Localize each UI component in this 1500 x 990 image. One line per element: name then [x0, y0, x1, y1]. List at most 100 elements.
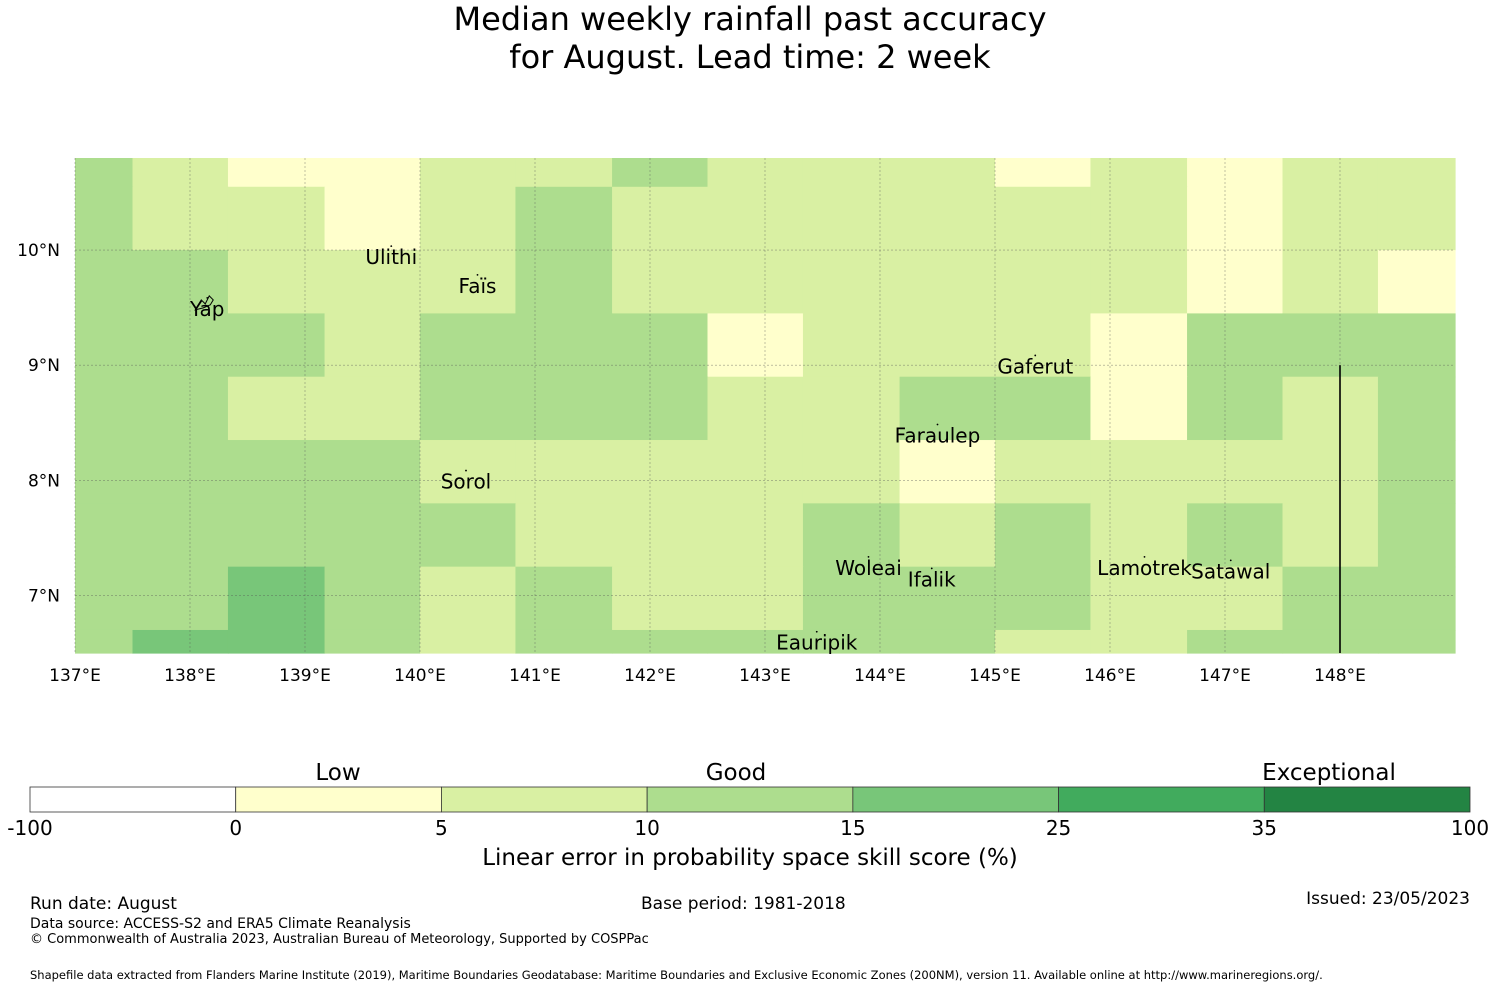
skill-cell	[515, 503, 613, 568]
skill-cell	[515, 440, 613, 504]
skill-cells	[75, 158, 1456, 654]
skill-cell	[420, 566, 517, 631]
skill-cell	[1090, 158, 1188, 188]
skill-cell	[1187, 186, 1284, 251]
colorbar-swatch	[441, 786, 648, 813]
place-label: Lamotrek	[1097, 556, 1192, 580]
island-dot	[930, 567, 933, 570]
skill-cell	[995, 440, 1092, 504]
place-label: Satawal	[1191, 559, 1270, 583]
place-label: Ifalik	[908, 567, 956, 591]
skill-cell	[707, 376, 804, 441]
skill-cell	[324, 186, 421, 251]
skill-cell	[324, 566, 421, 631]
skill-cell	[1187, 503, 1284, 568]
skill-cell	[1282, 566, 1379, 631]
skill-cell	[515, 186, 613, 251]
skill-cell	[75, 376, 134, 441]
skill-cell	[1282, 629, 1379, 654]
skill-cell	[75, 440, 134, 504]
skill-cell	[1377, 158, 1456, 188]
skill-cell	[420, 440, 517, 504]
colorbar-swatch	[852, 786, 1059, 813]
colorbar-tick-label: 100	[1450, 816, 1490, 840]
data-source: Data source: ACCESS-S2 and ERA5 Climate …	[30, 916, 411, 932]
skill-cell	[899, 158, 996, 188]
island-dot	[465, 469, 467, 472]
place-label: Gaferut	[997, 354, 1073, 378]
skill-cell	[1090, 629, 1188, 654]
skill-cell	[227, 566, 326, 631]
run-date: Run date: August	[30, 894, 177, 914]
colorbar-tick-label: 25	[1045, 816, 1072, 840]
skill-cell	[1377, 313, 1456, 378]
skill-cell	[227, 503, 326, 568]
skill-cell	[1187, 313, 1284, 378]
skill-cell	[75, 629, 134, 654]
longitude-tick-label: 142°E	[624, 666, 676, 686]
skill-cell	[995, 158, 1092, 188]
colorbar-label: Linear error in probability space skill …	[482, 845, 1018, 871]
skill-cell	[1187, 250, 1284, 315]
skill-cell	[1377, 440, 1456, 504]
skill-cell	[802, 629, 901, 654]
copyright: © Commonwealth of Australia 2023, Austra…	[30, 932, 649, 947]
base-period: Base period: 1981-2018	[641, 894, 846, 914]
skill-map: 137°E 138°E 139°E 140°E 141°E 142°E 143°E 144°E…	[17, 158, 1456, 686]
longitude-tick-label: 141°E	[509, 666, 561, 686]
skill-cell	[324, 158, 421, 188]
longitude-tick-label: 145°E	[969, 666, 1021, 686]
chart-title-line-1: Median weekly rainfall past accuracy	[453, 0, 1047, 38]
skill-cell	[1187, 566, 1284, 631]
latitude-tick-label: 7°N	[28, 586, 60, 606]
skill-cell	[1282, 313, 1379, 378]
skill-cell	[899, 186, 996, 251]
colorbar-swatch	[646, 786, 854, 813]
longitude-tick-label: 138°E	[164, 666, 216, 686]
skill-cell	[612, 186, 709, 251]
skill-cell	[227, 376, 326, 441]
chart-title-line-2: for August. Lead time: 2 week	[509, 38, 991, 76]
place-label: Faraulep	[895, 424, 981, 448]
latitude-tick-label: 8°N	[28, 471, 60, 491]
skill-cell	[132, 313, 229, 378]
skill-cell	[75, 158, 134, 188]
skill-cell	[707, 566, 804, 631]
skill-cell	[227, 629, 326, 654]
skill-cell	[75, 503, 134, 568]
colorbar-category-low: Low	[315, 760, 361, 786]
skill-cell	[515, 250, 613, 315]
skill-cell	[132, 186, 229, 251]
island-dot	[936, 423, 939, 426]
island-dot	[867, 556, 870, 558]
latitude-tick-label: 10°N	[17, 241, 60, 261]
skill-cell	[132, 376, 229, 441]
skill-cell	[707, 629, 804, 654]
skill-cell	[995, 313, 1092, 378]
skill-cell	[707, 313, 804, 378]
skill-cell	[1377, 629, 1456, 654]
skill-cell	[1377, 250, 1456, 315]
island-dot	[1034, 354, 1037, 357]
island-dot	[206, 296, 209, 299]
skill-cell	[802, 250, 901, 315]
place-label: Yap	[189, 297, 224, 321]
place-labels: Ulithi Faïs Yap Gaferut Faraulep Sorol Woleai I…	[189, 245, 1270, 655]
skill-cell	[1282, 440, 1379, 504]
colorbar	[29, 786, 1471, 813]
shapefile-credit: Shapefile data extracted from Flanders M…	[30, 968, 1323, 982]
longitude-tick-label: 139°E	[279, 666, 331, 686]
latitude-tick-label: 9°N	[28, 356, 60, 376]
place-label: Sorol	[441, 470, 492, 494]
issued-date: Issued: 23/05/2023	[1306, 889, 1470, 909]
skill-cell	[324, 250, 421, 315]
skill-cell	[324, 313, 421, 378]
skill-cell	[1187, 440, 1284, 504]
skill-cell	[995, 629, 1092, 654]
skill-cell	[1377, 566, 1456, 631]
skill-cell	[1090, 313, 1188, 378]
place-label: Ulithi	[365, 245, 417, 269]
skill-cell	[420, 186, 517, 251]
skill-cell	[899, 566, 996, 631]
skill-cell	[227, 186, 326, 251]
